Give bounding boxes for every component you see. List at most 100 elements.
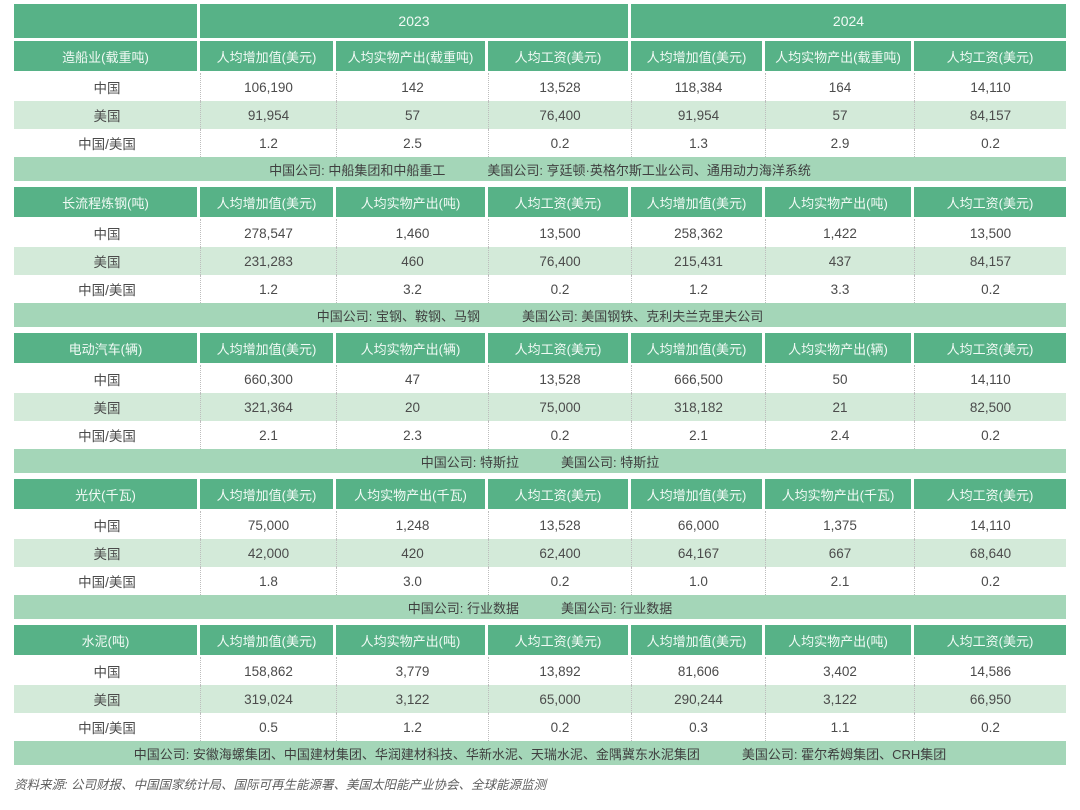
company-row: 中国公司: 中船集团和中船重工 美国公司: 亨廷顿·英格尔斯工业公司、通用动力海洋… [14, 157, 1066, 181]
data-cell: 106,190 [200, 73, 336, 101]
data-cell: 84,157 [914, 247, 1066, 275]
data-row-us: 美国 319,024 3,122 65,000 290,244 3,122 66,950 [14, 685, 1066, 713]
data-cell: 13,528 [488, 73, 631, 101]
company-row: 中国公司: 宝钢、鞍钢、马钢 美国公司: 美国钢铁、克利夫兰克里夫公司 [14, 303, 1066, 327]
data-cell: 91,954 [631, 101, 765, 129]
data-row-china: 中国 75,000 1,248 13,528 66,000 1,375 14,110 [14, 511, 1066, 539]
col-header: 人均增加值(美元) [200, 479, 336, 509]
year-header-2023: 2023 [200, 4, 631, 38]
section-shipbuilding: 造船业(载重吨) 人均增加值(美元) 人均实物产出(载重吨) 人均工资(美元) 人均增加… [14, 41, 1066, 181]
data-cell: 65,000 [488, 685, 631, 713]
data-cell: 0.2 [914, 713, 1066, 741]
data-cell: 75,000 [488, 393, 631, 421]
col-header: 人均增加值(美元) [200, 41, 336, 71]
data-cell: 3,122 [336, 685, 488, 713]
section-header-row: 造船业(载重吨) 人均增加值(美元) 人均实物产出(载重吨) 人均工资(美元) 人均增加… [14, 41, 1066, 71]
data-cell: 62,400 [488, 539, 631, 567]
data-cell: 2.4 [765, 421, 914, 449]
data-row-ratio: 中国/美国 0.5 1.2 0.2 0.3 1.1 0.2 [14, 713, 1066, 741]
data-cell: 1.3 [631, 129, 765, 157]
data-cell: 420 [336, 539, 488, 567]
data-cell: 13,528 [488, 511, 631, 539]
col-header: 人均实物产出(载重吨) [336, 41, 488, 71]
us-companies-label: 美国公司: 亨廷顿·英格尔斯工业公司、通用动力海洋系统 [487, 162, 811, 178]
row-label: 中国 [93, 665, 121, 680]
data-cell: 2.1 [200, 421, 336, 449]
data-cell: 437 [765, 247, 914, 275]
col-header: 人均工资(美元) [488, 479, 631, 509]
china-companies-label: 中国公司: 行业数据 [407, 600, 519, 616]
section-title-cell: 电动汽车(辆) [14, 333, 200, 363]
data-cell: 14,110 [914, 511, 1066, 539]
data-cell: 81,606 [631, 657, 765, 685]
china-companies-label: 中国公司: 特斯拉 [420, 454, 519, 470]
data-cell: 0.2 [914, 129, 1066, 157]
data-cell: 1.2 [200, 129, 336, 157]
data-cell: 319,024 [200, 685, 336, 713]
section-header-row: 水泥(吨) 人均增加值(美元) 人均实物产出(吨) 人均工资(美元) 人均增加值(美元)… [14, 625, 1066, 655]
section-header-row: 光伏(千瓦) 人均增加值(美元) 人均实物产出(千瓦) 人均工资(美元) 人均增加值(美… [14, 479, 1066, 509]
col-header: 人均工资(美元) [488, 41, 631, 71]
data-cell: 667 [765, 539, 914, 567]
us-companies-label: 美国公司: 特斯拉 [561, 454, 660, 470]
data-cell: 0.2 [914, 275, 1066, 303]
data-row-china: 中国 106,190 142 13,528 118,384 164 14,110 [14, 73, 1066, 101]
row-label: 中国 [93, 81, 121, 96]
year-header-row: 2023 2024 [14, 4, 1066, 38]
col-header: 人均工资(美元) [488, 187, 631, 217]
row-label: 中国/美国 [78, 575, 136, 590]
data-row-ratio: 中国/美国 1.2 3.2 0.2 1.2 3.3 0.2 [14, 275, 1066, 303]
data-cell: 1,375 [765, 511, 914, 539]
data-cell: 3,402 [765, 657, 914, 685]
data-cell: 3,779 [336, 657, 488, 685]
col-header: 人均实物产出(吨) [336, 187, 488, 217]
data-cell: 2.5 [336, 129, 488, 157]
data-cell: 660,300 [200, 365, 336, 393]
data-cell: 66,950 [914, 685, 1066, 713]
row-label: 中国 [93, 519, 121, 534]
us-companies-label: 美国公司: 行业数据 [561, 600, 673, 616]
data-cell: 290,244 [631, 685, 765, 713]
col-header: 人均增加值(美元) [631, 41, 765, 71]
data-cell: 14,110 [914, 73, 1066, 101]
data-cell: 1.0 [631, 567, 765, 595]
data-cell: 142 [336, 73, 488, 101]
table-sections: 造船业(载重吨) 人均增加值(美元) 人均实物产出(载重吨) 人均工资(美元) 人均增加… [14, 41, 1066, 765]
data-row-ratio: 中国/美国 1.2 2.5 0.2 1.3 2.9 0.2 [14, 129, 1066, 157]
data-cell: 2.1 [631, 421, 765, 449]
col-header: 人均工资(美元) [488, 333, 631, 363]
data-cell: 2.3 [336, 421, 488, 449]
data-cell: 460 [336, 247, 488, 275]
data-cell: 91,954 [200, 101, 336, 129]
data-cell: 20 [336, 393, 488, 421]
col-header: 人均工资(美元) [488, 625, 631, 655]
section-solar: 光伏(千瓦) 人均增加值(美元) 人均实物产出(千瓦) 人均工资(美元) 人均增加值(美… [14, 479, 1066, 619]
data-cell: 82,500 [914, 393, 1066, 421]
data-cell: 3.3 [765, 275, 914, 303]
data-row-china: 中国 278,547 1,460 13,500 258,362 1,422 13,500 [14, 219, 1066, 247]
col-header: 人均实物产出(辆) [336, 333, 488, 363]
data-cell: 0.5 [200, 713, 336, 741]
row-label: 中国/美国 [78, 283, 136, 298]
china-companies-label: 中国公司: 中船集团和中船重工 [269, 162, 446, 178]
data-cell: 0.2 [914, 421, 1066, 449]
data-cell: 50 [765, 365, 914, 393]
row-label: 美国 [93, 547, 121, 562]
col-header: 人均增加值(美元) [631, 187, 765, 217]
data-cell: 47 [336, 365, 488, 393]
data-cell: 1,248 [336, 511, 488, 539]
col-header: 人均实物产出(载重吨) [765, 41, 914, 71]
data-row-china: 中国 158,862 3,779 13,892 81,606 3,402 14,586 [14, 657, 1066, 685]
col-header: 人均实物产出(吨) [765, 625, 914, 655]
data-cell: 1,422 [765, 219, 914, 247]
data-cell: 0.2 [488, 567, 631, 595]
data-cell: 2.9 [765, 129, 914, 157]
section-ev: 电动汽车(辆) 人均增加值(美元) 人均实物产出(辆) 人均工资(美元) 人均增加值(美… [14, 333, 1066, 473]
row-label: 美国 [93, 255, 121, 270]
data-cell: 0.2 [488, 129, 631, 157]
company-row: 中国公司: 特斯拉 美国公司: 特斯拉 [14, 449, 1066, 473]
row-label: 中国/美国 [78, 721, 136, 736]
data-cell: 57 [765, 101, 914, 129]
col-header: 人均实物产出(吨) [765, 187, 914, 217]
data-cell: 13,500 [488, 219, 631, 247]
